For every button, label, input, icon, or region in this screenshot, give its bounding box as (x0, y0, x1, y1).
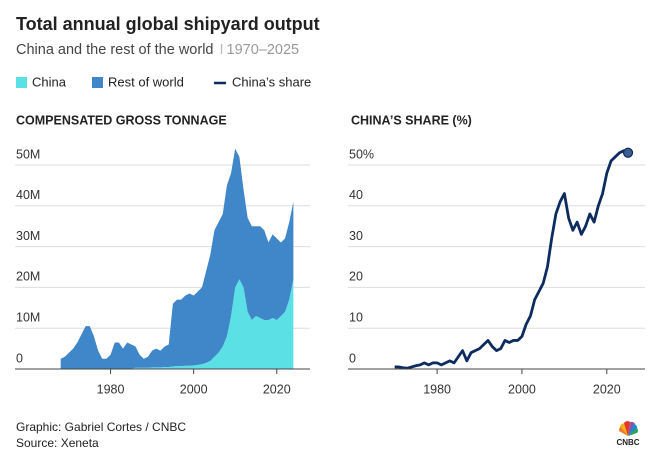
y-tick-label: 0 (16, 351, 23, 365)
logo-petal (618, 427, 628, 436)
y-tick-label: 30 (349, 229, 363, 243)
area (60, 148, 294, 369)
x-tick-label: 2000 (508, 382, 536, 396)
area (60, 279, 294, 369)
legend-swatch (16, 77, 27, 88)
subtitle: China and the rest of the world I 1970–202… (16, 42, 299, 58)
y-tick-label: 20 (349, 270, 363, 284)
panel-title: COMPENSATED GROSS TONNAGE (16, 113, 227, 127)
source: Source: Xeneta (16, 436, 99, 450)
logo-petal (628, 421, 635, 436)
x-tick-label: 1980 (97, 382, 125, 396)
legend-label: China’s share (232, 74, 311, 89)
y-tick-label: 40 (349, 188, 363, 202)
y-tick-label: 40M (16, 188, 40, 202)
end-marker (622, 147, 634, 158)
logo-petal (628, 428, 638, 436)
x-tick-label: 2020 (263, 382, 291, 396)
logo-petal (624, 421, 630, 436)
separator: I (219, 42, 223, 58)
x-tick-label: 2020 (593, 382, 621, 396)
logo-petal (628, 424, 638, 436)
panel-title: CHINA’S SHARE (%) (351, 113, 472, 127)
y-tick-label: 10M (16, 310, 40, 324)
y-tick-label: 0 (349, 351, 356, 365)
line (394, 149, 629, 370)
subtitle-range: 1970–2025 (227, 42, 300, 58)
legend-label: Rest of world (108, 74, 184, 89)
legend-swatch (92, 77, 103, 88)
logo-text: CNBC (616, 438, 639, 447)
subtitle-text: China and the rest of the world (16, 42, 213, 58)
credit: Graphic: Gabriel Cortes / CNBC (16, 420, 186, 434)
y-tick-label: 30M (16, 229, 40, 243)
x-tick-label: 2000 (180, 382, 208, 396)
logo: CNBC (616, 421, 640, 447)
y-tick-label: 10 (349, 310, 363, 324)
title: Total annual global shipyard output (16, 14, 320, 34)
y-tick-label: 50% (349, 147, 374, 161)
y-tick-label: 50M (16, 147, 40, 161)
x-tick-label: 1980 (423, 382, 451, 396)
y-tick-label: 20M (16, 270, 40, 284)
legend-label: China (32, 74, 67, 89)
